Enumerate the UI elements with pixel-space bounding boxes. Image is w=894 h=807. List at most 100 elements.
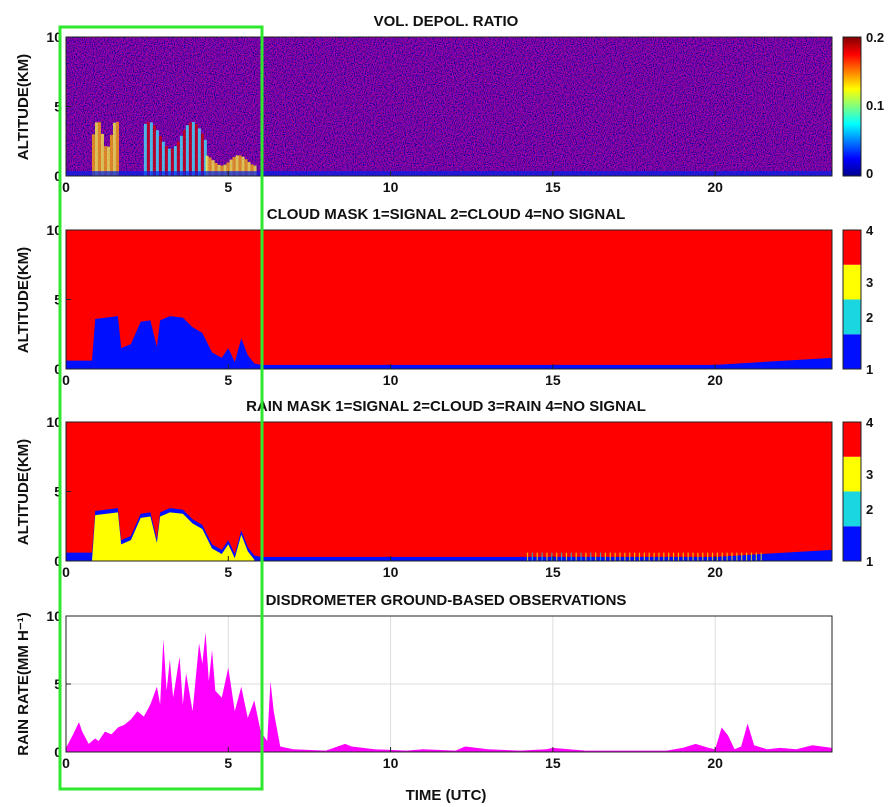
cloud-speckle xyxy=(745,552,748,561)
panel-title: CLOUD MASK 1=SIGNAL 2=CLOUD 4=NO SIGNAL xyxy=(267,206,626,223)
cloud-speckle xyxy=(692,552,694,561)
cloud-speckle xyxy=(731,552,733,561)
depol-streak xyxy=(158,135,162,176)
y-tick-label: 0 xyxy=(54,744,62,760)
depol-streak xyxy=(244,159,248,176)
x-tick-label: 15 xyxy=(545,564,561,580)
cloud-speckle xyxy=(653,552,655,561)
panel-cloud-mask: CLOUD MASK 1=SIGNAL 2=CLOUD 4=NO SIGNAL … xyxy=(15,206,874,388)
y-tick-label: 5 xyxy=(54,676,62,692)
x-tick-label: 0 xyxy=(62,179,70,195)
cloud-speckle xyxy=(638,552,641,561)
y-tick-label: 0 xyxy=(54,361,62,377)
cloud-speckle xyxy=(556,552,558,561)
depol-streak xyxy=(235,155,239,176)
x-tick-label: 0 xyxy=(62,755,70,771)
rain-rate-area xyxy=(66,632,832,752)
y-ticks: 0 5 10 xyxy=(46,608,71,760)
x-tick-label: 5 xyxy=(224,372,232,388)
depol-streak xyxy=(112,122,116,176)
x-tick-label: 0 xyxy=(62,372,70,388)
panel-title: VOL. DEPOL. RATIO xyxy=(374,13,519,30)
y-tick-label: 10 xyxy=(46,222,62,238)
colorbar-tick: 3 xyxy=(866,275,873,290)
x-ticks: 0 5 10 15 20 xyxy=(62,171,723,195)
cloud-speckle xyxy=(677,552,680,561)
cloud-speckle xyxy=(590,552,592,561)
cloud-speckle xyxy=(546,552,548,561)
depol-streak xyxy=(220,165,224,176)
depol-streak xyxy=(143,123,147,176)
colorbar-segment xyxy=(843,456,861,492)
depol-streak xyxy=(149,122,153,176)
panel-disdrometer: DISDROMETER GROUND-BASED OBSERVATIONS RA… xyxy=(15,592,833,804)
colorbar-tick: 4 xyxy=(866,415,874,430)
panel-title: RAIN MASK 1=SIGNAL 2=CLOUD 3=RAIN 4=NO S… xyxy=(246,398,646,415)
x-tick-label: 5 xyxy=(224,755,232,771)
depol-streak xyxy=(203,139,207,176)
depol-streak xyxy=(194,124,198,176)
depol-streak xyxy=(97,122,101,176)
cloud-speckle xyxy=(687,552,689,561)
y-axis-label: ALTITUDE(KM) xyxy=(15,439,32,545)
x-tick-label: 10 xyxy=(383,179,399,195)
depol-streak xyxy=(146,121,150,176)
depol-streak xyxy=(232,156,236,176)
depol-streak xyxy=(152,125,156,176)
cloud-speckle xyxy=(580,552,582,561)
depol-streak xyxy=(182,129,186,176)
cloud-speckle xyxy=(595,552,597,561)
y-tick-label: 10 xyxy=(46,608,62,624)
cloud-speckle xyxy=(755,552,757,561)
colorbar-segment xyxy=(843,230,861,265)
y-axis-label: RAIN RATE(MM H⁻¹) xyxy=(15,612,32,755)
x-tick-label: 5 xyxy=(224,179,232,195)
y-tick-label: 10 xyxy=(46,29,62,45)
cloud-speckle xyxy=(702,552,704,561)
y-tick-label: 5 xyxy=(54,292,62,308)
depol-streak xyxy=(211,160,215,176)
colorbar-segment xyxy=(843,299,861,335)
cloud-speckle xyxy=(672,552,675,561)
colorbar-tick: 0.1 xyxy=(866,98,884,113)
colorbar-tick: 3 xyxy=(866,467,873,482)
depol-streak xyxy=(214,162,218,176)
cloud-speckle xyxy=(721,552,723,561)
depol-streak xyxy=(170,148,174,176)
depol-streak xyxy=(197,128,201,176)
depol-streak xyxy=(109,134,113,176)
cloud-speckle xyxy=(531,552,533,561)
y-ticks: 0 5 10 xyxy=(46,222,71,377)
y-axis-label: ALTITUDE(KM) xyxy=(15,54,32,160)
depol-streak xyxy=(161,141,165,176)
depol-streak xyxy=(208,157,212,176)
cloud-speckle xyxy=(663,552,665,561)
depol-streak xyxy=(179,135,183,176)
depol-streak xyxy=(106,146,110,176)
cloud-speckle xyxy=(541,552,543,561)
depol-streak xyxy=(200,133,204,176)
cloud-speckle xyxy=(658,552,660,561)
depol-streak xyxy=(226,162,230,176)
signal-region xyxy=(66,316,832,369)
depol-streak xyxy=(238,155,242,176)
cloud-speckle xyxy=(741,552,743,561)
depol-features xyxy=(66,121,832,176)
x-tick-label: 10 xyxy=(383,564,399,580)
colorbar-tick: 1 xyxy=(866,554,873,569)
cloud-speckle xyxy=(536,552,538,561)
depol-streak xyxy=(94,122,98,176)
cloud-speckle xyxy=(575,552,577,561)
colorbar-tick: 4 xyxy=(866,223,874,238)
colorbar-segment xyxy=(843,526,861,561)
highlight-box xyxy=(58,25,264,791)
depol-streak xyxy=(241,156,245,176)
cloud-speckle xyxy=(648,552,650,561)
depol-streak xyxy=(167,148,171,176)
cloud-speckle xyxy=(750,552,753,561)
colorbar-segment xyxy=(843,491,861,527)
depol-streak xyxy=(188,122,192,176)
cloud-speckle xyxy=(619,552,621,561)
cloud-speckle xyxy=(570,552,572,561)
